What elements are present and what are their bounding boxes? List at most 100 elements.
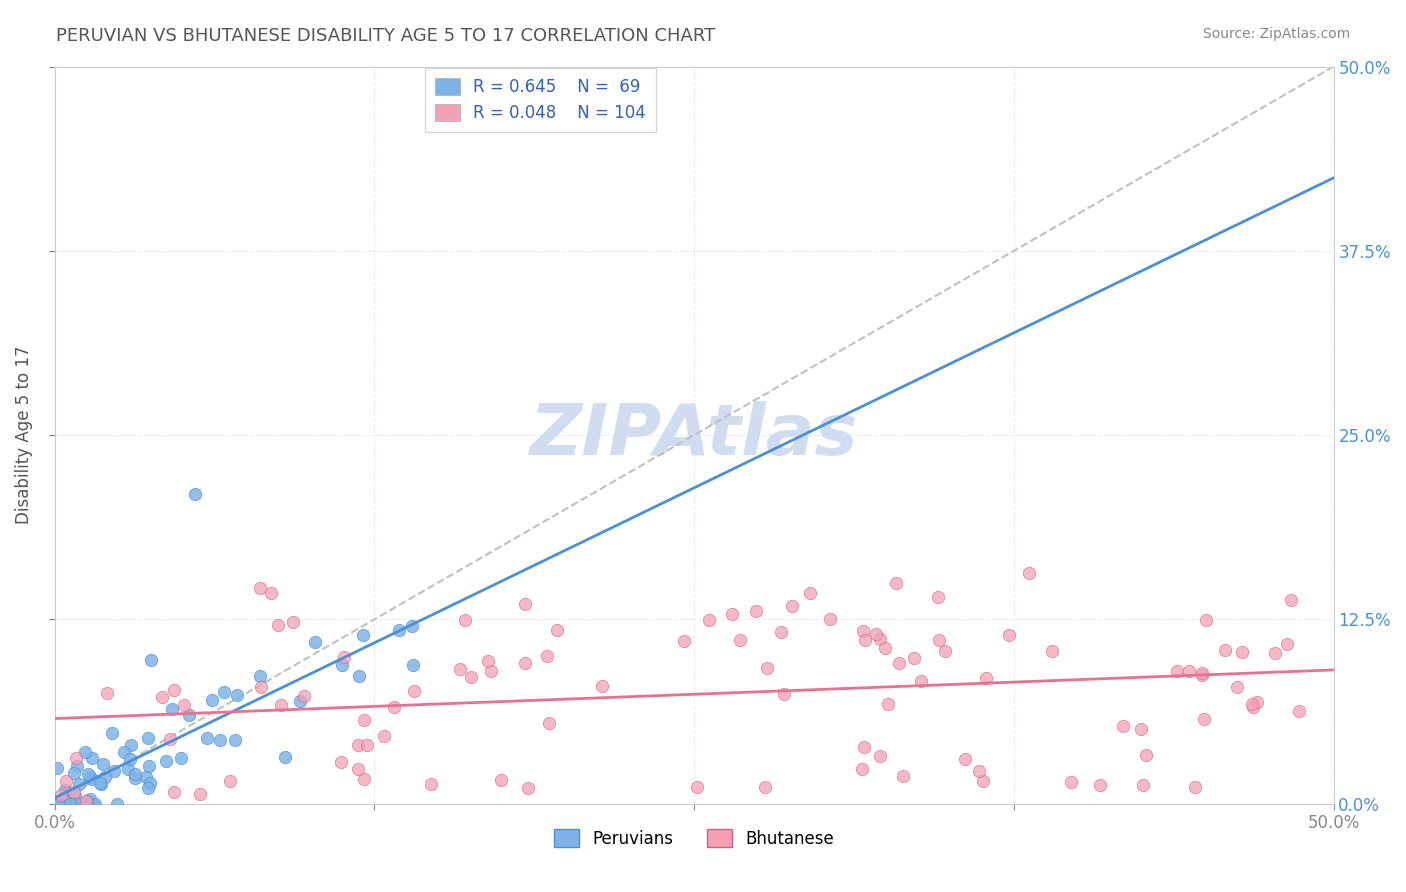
Point — [927, 590, 949, 604]
Point — [1241, 699, 1264, 714]
Point — [884, 575, 907, 590]
Point — [90, 777, 112, 791]
Point — [75, 745, 97, 759]
Point — [1213, 642, 1236, 657]
Point — [173, 698, 195, 712]
Point — [150, 690, 173, 704]
Point — [63, 797, 86, 811]
Point — [53, 782, 76, 797]
Point — [373, 730, 395, 744]
Point — [169, 750, 191, 764]
Point — [347, 669, 370, 683]
Point — [869, 632, 891, 646]
Point — [852, 624, 875, 638]
Point — [818, 612, 841, 626]
Point — [591, 679, 613, 693]
Point — [1264, 647, 1286, 661]
Point — [139, 776, 162, 790]
Point — [877, 697, 900, 711]
Point — [875, 641, 897, 656]
Point — [673, 633, 696, 648]
Point — [1088, 778, 1111, 792]
Point — [136, 781, 159, 796]
Point — [91, 757, 114, 772]
Point — [1191, 668, 1213, 682]
Point — [62, 765, 84, 780]
Point — [212, 684, 235, 698]
Point — [80, 751, 103, 765]
Point — [65, 789, 87, 804]
Point — [1240, 697, 1263, 711]
Point — [60, 797, 83, 811]
Point — [333, 649, 356, 664]
Point — [382, 700, 405, 714]
Point — [117, 762, 139, 776]
Point — [201, 693, 224, 707]
Point — [728, 633, 751, 648]
Point — [782, 599, 804, 613]
Point — [75, 795, 97, 809]
Point — [1192, 712, 1215, 726]
Point — [83, 797, 105, 811]
Point — [865, 626, 887, 640]
Point — [1246, 695, 1268, 709]
Point — [226, 688, 249, 702]
Point — [163, 785, 186, 799]
Point — [55, 773, 77, 788]
Point — [63, 785, 86, 799]
Point — [135, 770, 157, 784]
Point — [59, 797, 82, 811]
Point — [76, 794, 98, 808]
Point — [772, 687, 794, 701]
Point — [887, 657, 910, 671]
Point — [347, 762, 370, 776]
Point — [66, 797, 89, 811]
Point — [479, 664, 502, 678]
Point — [1184, 780, 1206, 795]
Point — [266, 618, 288, 632]
Point — [799, 586, 821, 600]
Point — [1060, 774, 1083, 789]
Point — [274, 750, 297, 764]
Point — [48, 797, 70, 811]
Point — [56, 797, 79, 811]
Point — [66, 759, 89, 773]
Point — [869, 748, 891, 763]
Point — [114, 745, 136, 759]
Point — [288, 694, 311, 708]
Point — [67, 777, 90, 791]
Point — [330, 657, 353, 672]
Point — [46, 797, 69, 811]
Point — [195, 731, 218, 746]
Point — [1279, 593, 1302, 607]
Point — [721, 607, 744, 621]
Point — [77, 767, 100, 781]
Point — [124, 767, 146, 781]
Point — [1112, 719, 1135, 733]
Point — [82, 797, 104, 811]
Point — [224, 732, 246, 747]
Point — [955, 751, 977, 765]
Point — [972, 774, 994, 789]
Point — [250, 680, 273, 694]
Legend: Peruvians, Bhutanese: Peruvians, Bhutanese — [547, 822, 841, 855]
Point — [46, 761, 69, 775]
Point — [59, 797, 82, 811]
Point — [1040, 644, 1063, 658]
Text: ZIPAtlas: ZIPAtlas — [530, 401, 858, 469]
Point — [136, 731, 159, 746]
Point — [770, 625, 793, 640]
Text: Source: ZipAtlas.com: Source: ZipAtlas.com — [1202, 27, 1350, 41]
Point — [124, 771, 146, 785]
Point — [96, 685, 118, 699]
Point — [179, 708, 201, 723]
Point — [449, 662, 471, 676]
Point — [928, 632, 950, 647]
Point — [454, 613, 477, 627]
Point — [353, 772, 375, 786]
Point — [489, 772, 512, 787]
Point — [49, 789, 72, 803]
Point — [891, 770, 914, 784]
Point — [65, 751, 87, 765]
Point — [1288, 704, 1310, 718]
